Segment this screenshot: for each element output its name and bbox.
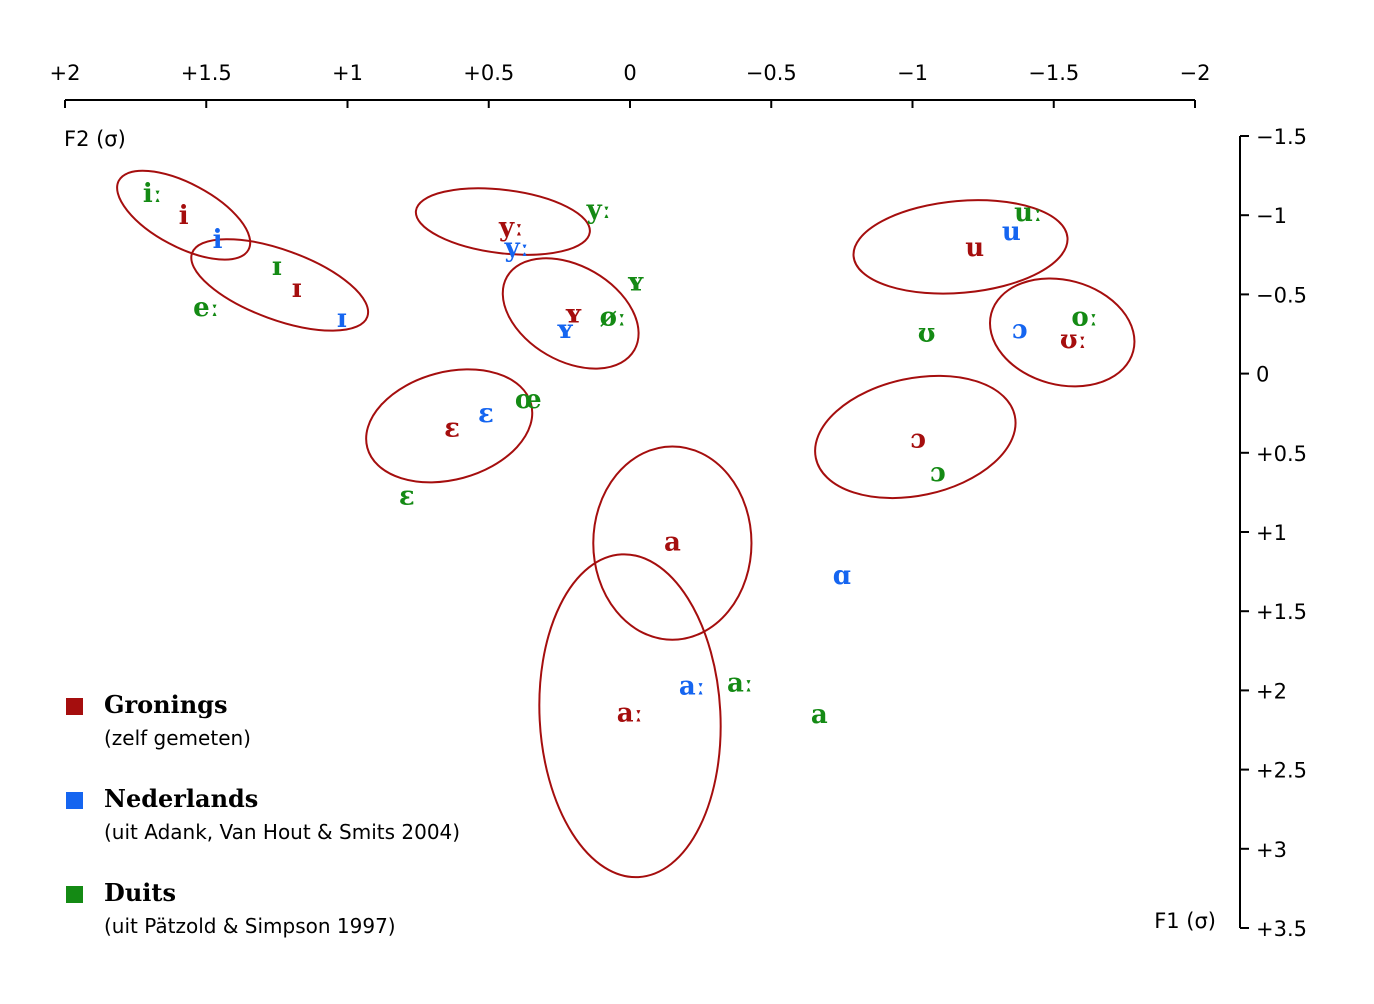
x-tick-label: −2 — [1180, 61, 1211, 85]
vowel-point-duits: a — [811, 700, 828, 730]
vowel-point-duits: ʊ — [918, 318, 936, 348]
vowel-point-duits: iː — [143, 179, 162, 209]
ellipse-gronings — [190, 238, 370, 332]
legend-source-gronings: (zelf gemeten) — [104, 726, 251, 750]
y-tick-label: +2 — [1256, 679, 1287, 703]
legend-name-nederlands: Nederlands — [104, 784, 259, 813]
x-tick-label: 0 — [623, 61, 636, 85]
y-tick-label: −1 — [1256, 204, 1287, 228]
legend-name-duits: Duits — [104, 878, 176, 907]
vowel-point-duits: ɪ — [272, 252, 282, 282]
legend-source-nederlands: (uit Adank, Van Hout & Smits 2004) — [104, 820, 461, 844]
vowel-point-duits: ɔ — [930, 458, 946, 488]
legend-swatch-nederlands — [66, 792, 83, 809]
vowel-point-gronings: ɪ — [292, 274, 302, 304]
vowel-point-duits: ɛ — [399, 482, 415, 512]
x-tick-label: +1 — [332, 61, 363, 85]
y-tick-label: +2.5 — [1256, 759, 1307, 783]
vowel-point-duits: aː — [727, 668, 753, 698]
y-tick-label: +1.5 — [1256, 600, 1307, 624]
vowel-point-nederlands: aː — [679, 672, 705, 702]
vowel-point-gronings: aː — [617, 699, 643, 729]
x-tick-label: +2 — [50, 61, 81, 85]
legend-swatch-duits — [66, 886, 83, 903]
vowel-point-gronings: ɛ — [444, 413, 460, 443]
vowel-point-duits: oː — [1071, 303, 1098, 333]
y-tick-label: +1 — [1256, 521, 1287, 545]
y-axis-title: F1 (σ) — [1154, 909, 1216, 933]
y-tick-label: +3 — [1256, 838, 1287, 862]
y-tick-label: −1.5 — [1256, 125, 1307, 149]
ellipse-gronings — [365, 368, 534, 484]
ellipse-gronings — [988, 277, 1136, 388]
ellipse-gronings — [592, 445, 753, 641]
y-axis: −1.5 −1 −0.5 0 +0.5 +1 +1.5 +2 +2.5 +3 +3.5 — [1239, 125, 1307, 941]
vowel-point-gronings: ʏ — [564, 299, 583, 329]
ellipse-gronings — [852, 199, 1069, 295]
x-axis: +2 +1.5 +1 +0.5 0 −0.5 −1 −1.5 −2 — [50, 61, 1211, 108]
ellipse-gronings — [501, 257, 640, 370]
x-tick-label: +1.5 — [181, 61, 232, 85]
vowel-point-nederlands: ɛ — [478, 399, 494, 429]
vowel-point-nederlands: ɪ — [337, 304, 347, 334]
ellipses-layer — [116, 169, 1136, 879]
vowel-point-gronings: yː — [498, 212, 524, 242]
vowel-point-duits: œ — [515, 385, 542, 415]
y-tick-label: −0.5 — [1256, 283, 1307, 307]
x-tick-label: −1.5 — [1028, 61, 1079, 85]
x-tick-label: −1 — [897, 61, 928, 85]
vowel-point-duits: uː — [1014, 198, 1043, 228]
vowel-point-duits: yː — [586, 195, 612, 225]
x-tick-label: −0.5 — [746, 61, 797, 85]
vowel-point-nederlands: u — [1002, 217, 1021, 247]
ellipse-gronings — [116, 169, 252, 261]
legend-swatch-gronings — [66, 698, 83, 715]
vowel-point-gronings: ɔ — [910, 425, 926, 455]
vowel-point-duits: øː — [600, 303, 627, 333]
y-tick-label: 0 — [1256, 363, 1269, 387]
ellipse-gronings — [414, 187, 591, 256]
vowel-point-gronings: ʊː — [1060, 325, 1087, 355]
y-tick-label: +0.5 — [1256, 442, 1307, 466]
y-tick-label: +3.5 — [1256, 917, 1307, 941]
ellipse-gronings — [538, 553, 722, 879]
vowel-point-nederlands: ɑ — [833, 561, 851, 591]
vowel-point-nederlands: ɔ — [1012, 315, 1028, 345]
vowel-point-nederlands: i — [213, 225, 223, 255]
x-tick-label: +0.5 — [463, 61, 514, 85]
vowel-point-gronings: i — [179, 201, 189, 231]
vowel-point-duits: ʏ — [626, 268, 645, 298]
vowel-point-nederlands: yː — [504, 233, 530, 263]
vowel-point-gronings: a — [664, 528, 681, 558]
vowel-point-gronings: u — [965, 233, 984, 263]
vowel-point-duits: eː — [193, 293, 219, 323]
legend-source-duits: (uit Pätzold & Simpson 1997) — [104, 914, 396, 938]
ellipse-gronings — [814, 374, 1017, 500]
legend-name-gronings: Gronings — [104, 690, 228, 719]
vowel-point-nederlands: ʏ — [556, 315, 575, 345]
x-axis-title: F2 (σ) — [64, 127, 126, 151]
